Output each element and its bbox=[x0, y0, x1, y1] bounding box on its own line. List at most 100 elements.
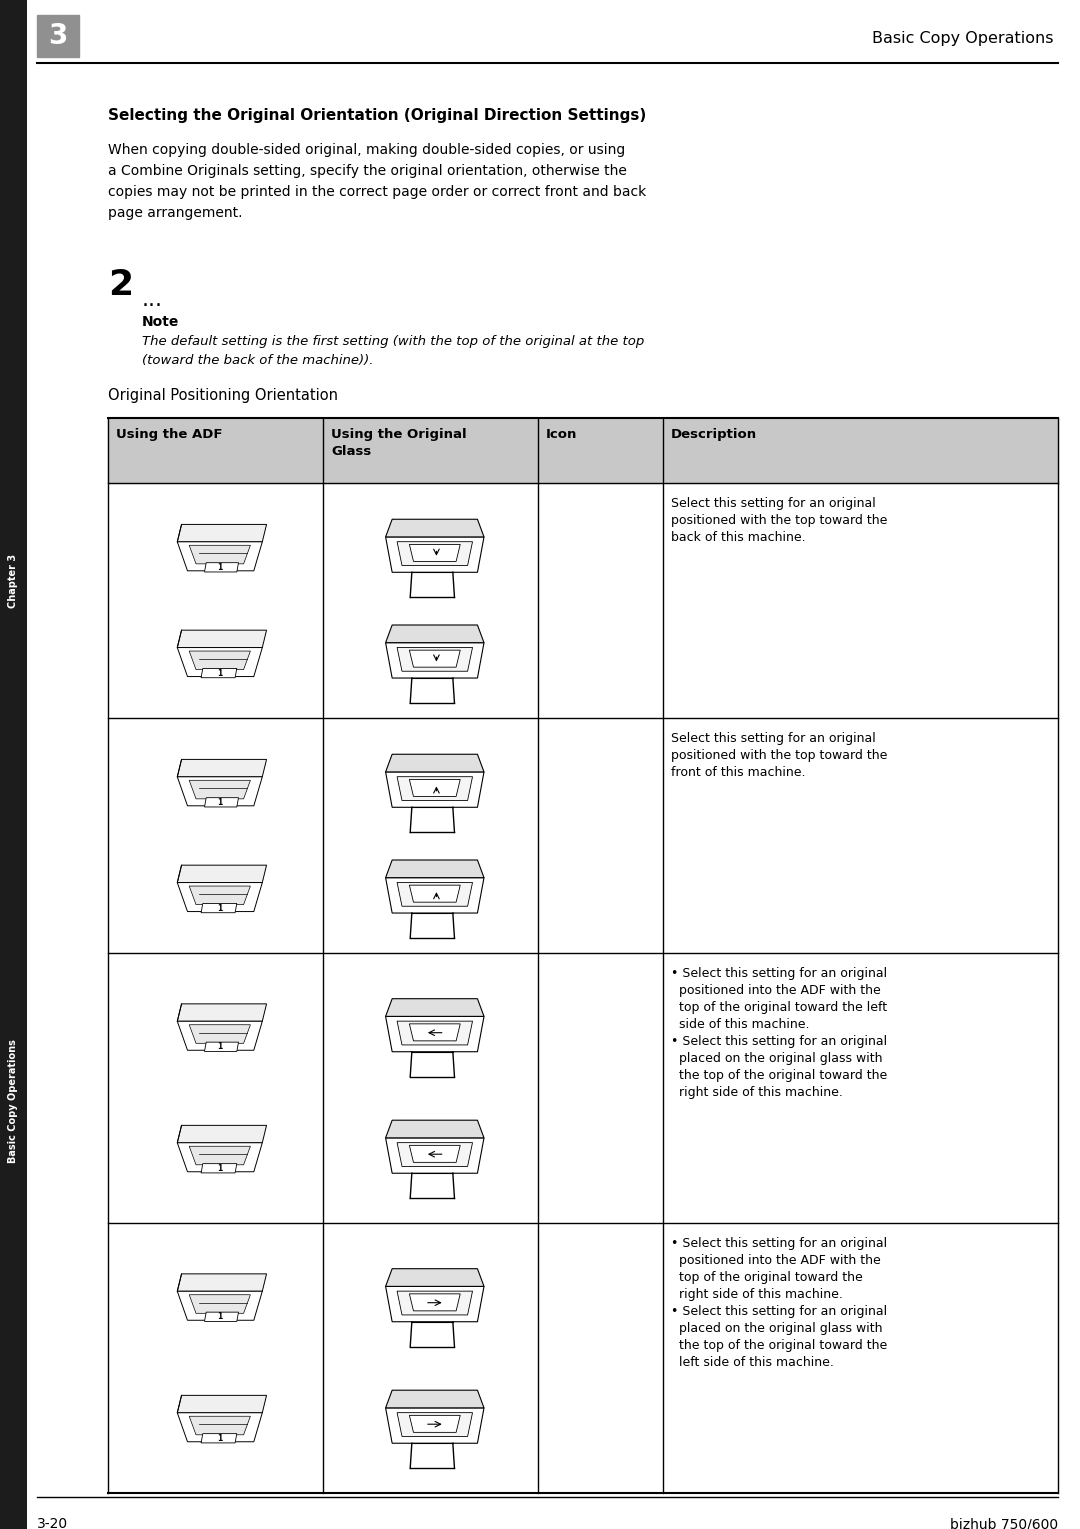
Text: bizhub 750/600: bizhub 750/600 bbox=[950, 1517, 1058, 1529]
Polygon shape bbox=[386, 625, 484, 642]
Polygon shape bbox=[201, 904, 237, 913]
Bar bbox=[0, 0, 27, 1529]
Text: side of this machine.: side of this machine. bbox=[671, 1018, 810, 1031]
Polygon shape bbox=[189, 1147, 251, 1165]
Polygon shape bbox=[189, 546, 251, 564]
Text: the top of the original toward the: the top of the original toward the bbox=[671, 1069, 888, 1083]
Text: Select this setting for an original: Select this setting for an original bbox=[671, 497, 876, 511]
Polygon shape bbox=[177, 882, 262, 911]
Polygon shape bbox=[386, 1286, 484, 1321]
Polygon shape bbox=[177, 1021, 262, 1050]
Text: Description: Description bbox=[671, 428, 757, 440]
Text: right side of this machine.: right side of this machine. bbox=[671, 1287, 842, 1301]
Text: Selecting the Original Orientation (Original Direction Settings): Selecting the Original Orientation (Orig… bbox=[108, 109, 646, 122]
Polygon shape bbox=[177, 865, 267, 882]
Text: placed on the original glass with: placed on the original glass with bbox=[671, 1052, 882, 1066]
Polygon shape bbox=[397, 1413, 473, 1436]
Polygon shape bbox=[386, 520, 484, 537]
Text: Select this setting for an original: Select this setting for an original bbox=[671, 732, 876, 745]
Text: • Select this setting for an original: • Select this setting for an original bbox=[671, 966, 887, 980]
Polygon shape bbox=[409, 1294, 460, 1310]
Text: Note: Note bbox=[141, 315, 179, 329]
Text: • Select this setting for an original: • Select this setting for an original bbox=[671, 1035, 887, 1047]
Polygon shape bbox=[386, 1138, 484, 1173]
Polygon shape bbox=[177, 541, 262, 570]
Text: top of the original toward the: top of the original toward the bbox=[671, 1271, 863, 1284]
Polygon shape bbox=[397, 777, 473, 801]
Polygon shape bbox=[177, 1396, 267, 1413]
Polygon shape bbox=[386, 1408, 484, 1443]
Polygon shape bbox=[189, 885, 251, 905]
Polygon shape bbox=[201, 1164, 237, 1173]
Polygon shape bbox=[177, 1274, 267, 1292]
Text: • Select this setting for an original: • Select this setting for an original bbox=[671, 1237, 887, 1251]
Polygon shape bbox=[386, 1121, 484, 1138]
Text: front of this machine.: front of this machine. bbox=[671, 766, 806, 778]
Polygon shape bbox=[177, 760, 267, 777]
Text: ...: ... bbox=[141, 291, 163, 310]
Text: 1: 1 bbox=[217, 1434, 222, 1443]
Text: positioned with the top toward the: positioned with the top toward the bbox=[671, 514, 888, 528]
Polygon shape bbox=[386, 998, 484, 1017]
Text: Using the Original
Glass: Using the Original Glass bbox=[330, 428, 467, 459]
Polygon shape bbox=[201, 1434, 237, 1443]
Text: positioned with the top toward the: positioned with the top toward the bbox=[671, 749, 888, 761]
Polygon shape bbox=[189, 651, 251, 670]
Text: positioned into the ADF with the: positioned into the ADF with the bbox=[671, 1254, 881, 1268]
Polygon shape bbox=[204, 1043, 239, 1052]
Polygon shape bbox=[409, 650, 460, 667]
Polygon shape bbox=[189, 1295, 251, 1313]
Bar bbox=[37, 15, 79, 57]
Text: copies may not be printed in the correct page order or correct front and back: copies may not be printed in the correct… bbox=[108, 185, 646, 199]
Polygon shape bbox=[397, 1021, 473, 1044]
Text: Chapter 3: Chapter 3 bbox=[9, 553, 18, 609]
Text: Basic Copy Operations: Basic Copy Operations bbox=[9, 1038, 18, 1164]
Text: right side of this machine.: right side of this machine. bbox=[671, 1086, 842, 1099]
Polygon shape bbox=[386, 1390, 484, 1408]
Polygon shape bbox=[386, 859, 484, 878]
Text: Basic Copy Operations: Basic Copy Operations bbox=[872, 31, 1053, 46]
Polygon shape bbox=[177, 1125, 267, 1142]
Text: 1: 1 bbox=[217, 904, 222, 913]
Polygon shape bbox=[409, 780, 460, 797]
Text: top of the original toward the left: top of the original toward the left bbox=[671, 1001, 887, 1014]
Polygon shape bbox=[409, 1024, 460, 1041]
Text: positioned into the ADF with the: positioned into the ADF with the bbox=[671, 985, 881, 997]
Polygon shape bbox=[177, 1005, 267, 1021]
Polygon shape bbox=[177, 648, 262, 676]
Polygon shape bbox=[177, 524, 267, 541]
Text: 1: 1 bbox=[217, 1312, 222, 1321]
Polygon shape bbox=[397, 1142, 473, 1167]
Text: • Select this setting for an original: • Select this setting for an original bbox=[671, 1304, 887, 1318]
Text: placed on the original glass with: placed on the original glass with bbox=[671, 1323, 882, 1335]
Text: Icon: Icon bbox=[546, 428, 578, 440]
Text: 3: 3 bbox=[49, 21, 68, 50]
Polygon shape bbox=[409, 544, 460, 561]
Polygon shape bbox=[409, 1145, 460, 1162]
Polygon shape bbox=[177, 1142, 262, 1171]
Text: back of this machine.: back of this machine. bbox=[671, 531, 806, 544]
Polygon shape bbox=[204, 798, 239, 807]
Polygon shape bbox=[397, 541, 473, 566]
Text: page arrangement.: page arrangement. bbox=[108, 206, 243, 220]
Polygon shape bbox=[409, 885, 460, 902]
Bar bbox=[108, 417, 1058, 483]
Polygon shape bbox=[386, 772, 484, 807]
Polygon shape bbox=[386, 537, 484, 572]
Polygon shape bbox=[177, 1413, 262, 1442]
Polygon shape bbox=[397, 647, 473, 671]
Polygon shape bbox=[386, 754, 484, 772]
Text: 3-20: 3-20 bbox=[37, 1517, 68, 1529]
Text: 1: 1 bbox=[217, 1043, 222, 1052]
Polygon shape bbox=[189, 1416, 251, 1434]
Polygon shape bbox=[177, 1292, 262, 1320]
Polygon shape bbox=[204, 1312, 239, 1321]
Text: 2: 2 bbox=[108, 268, 133, 303]
Polygon shape bbox=[409, 1416, 460, 1433]
Text: When copying double-sided original, making double-sided copies, or using: When copying double-sided original, maki… bbox=[108, 144, 625, 157]
Text: 1: 1 bbox=[217, 1164, 222, 1173]
Text: 1: 1 bbox=[217, 668, 222, 677]
Polygon shape bbox=[177, 630, 267, 648]
Polygon shape bbox=[386, 878, 484, 913]
Polygon shape bbox=[189, 1024, 251, 1043]
